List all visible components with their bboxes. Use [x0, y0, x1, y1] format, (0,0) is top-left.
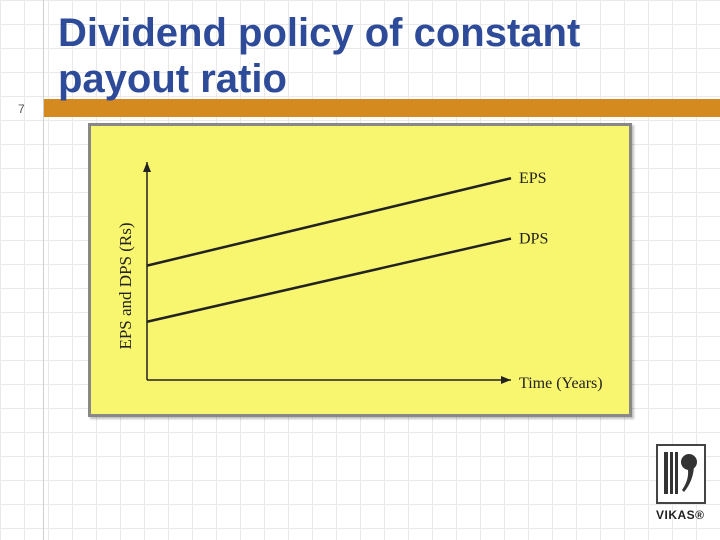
series-line-eps	[146, 177, 512, 267]
chart-frame: EPS and DPS (Rs) Time (Years) EPS DPS	[88, 123, 632, 417]
series-line-dps	[146, 237, 512, 323]
series-label-dps: DPS	[519, 231, 548, 248]
title-accent-bar	[44, 99, 720, 117]
book-comma-icon	[664, 452, 697, 494]
x-axis-arrow	[501, 376, 511, 384]
line-chart: EPS and DPS (Rs) Time (Years) EPS DPS	[116, 162, 603, 392]
left-margin-panel	[0, 0, 44, 540]
x-axis-label: Time (Years)	[519, 375, 603, 392]
slide-number: 7	[18, 102, 25, 116]
vikas-logo: VIKAS®	[656, 444, 706, 524]
logo-text: VIKAS®	[656, 508, 705, 522]
y-axis-label: EPS and DPS (Rs)	[116, 222, 135, 349]
y-axis-arrow	[143, 162, 151, 172]
logo-emblem	[656, 444, 706, 504]
series-label-eps: EPS	[519, 170, 547, 187]
slide-title: Dividend policy of constant payout ratio	[58, 11, 581, 101]
